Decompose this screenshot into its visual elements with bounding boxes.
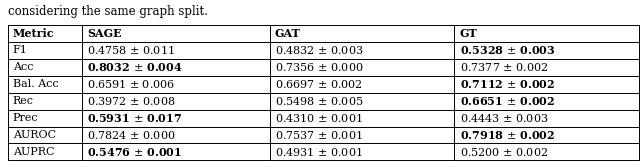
Text: Bal. Acc: Bal. Acc (13, 79, 58, 89)
Text: 0.6697 $\pm$ 0.002: 0.6697 $\pm$ 0.002 (275, 78, 362, 90)
Text: 0.4832 $\pm$ 0.003: 0.4832 $\pm$ 0.003 (275, 44, 363, 56)
Text: 0.7112 $\pm$ 0.002: 0.7112 $\pm$ 0.002 (460, 78, 555, 90)
Text: Acc: Acc (13, 62, 33, 72)
Text: 0.5476 $\pm$ 0.001: 0.5476 $\pm$ 0.001 (87, 146, 182, 158)
Text: 0.4443 $\pm$ 0.003: 0.4443 $\pm$ 0.003 (460, 112, 548, 124)
Text: 0.4931 $\pm$ 0.001: 0.4931 $\pm$ 0.001 (275, 146, 362, 158)
Text: Metric: Metric (13, 28, 54, 39)
Text: 0.3972 $\pm$ 0.008: 0.3972 $\pm$ 0.008 (87, 95, 176, 107)
Text: 0.8032 $\pm$ 0.004: 0.8032 $\pm$ 0.004 (87, 61, 183, 73)
Text: 0.7824 $\pm$ 0.000: 0.7824 $\pm$ 0.000 (87, 129, 176, 141)
Text: SAGE: SAGE (87, 28, 122, 39)
Text: 0.6651 $\pm$ 0.002: 0.6651 $\pm$ 0.002 (460, 95, 555, 107)
Text: considering the same graph split.: considering the same graph split. (8, 5, 207, 18)
Text: 0.5200 $\pm$ 0.002: 0.5200 $\pm$ 0.002 (460, 146, 548, 158)
Text: GT: GT (460, 28, 477, 39)
Text: AUROC: AUROC (13, 130, 56, 140)
Text: 0.6591 $\pm$ 0.006: 0.6591 $\pm$ 0.006 (87, 78, 175, 90)
Text: 0.5931 $\pm$ 0.017: 0.5931 $\pm$ 0.017 (87, 112, 182, 124)
Text: AUPRC: AUPRC (13, 147, 54, 157)
Text: Prec: Prec (13, 113, 38, 123)
Text: 0.7537 $\pm$ 0.001: 0.7537 $\pm$ 0.001 (275, 129, 362, 141)
Text: 0.7377 $\pm$ 0.002: 0.7377 $\pm$ 0.002 (460, 61, 548, 73)
Text: F1: F1 (13, 45, 28, 55)
Text: 0.5328 $\pm$ 0.003: 0.5328 $\pm$ 0.003 (460, 44, 556, 56)
Text: GAT: GAT (275, 28, 300, 39)
Text: 0.7356 $\pm$ 0.000: 0.7356 $\pm$ 0.000 (275, 61, 363, 73)
Text: 0.5498 $\pm$ 0.005: 0.5498 $\pm$ 0.005 (275, 95, 363, 107)
Text: Rec: Rec (13, 96, 34, 106)
Text: 0.7918 $\pm$ 0.002: 0.7918 $\pm$ 0.002 (460, 129, 555, 141)
Text: 0.4310 $\pm$ 0.001: 0.4310 $\pm$ 0.001 (275, 112, 362, 124)
Text: 0.4758 $\pm$ 0.011: 0.4758 $\pm$ 0.011 (87, 44, 175, 56)
